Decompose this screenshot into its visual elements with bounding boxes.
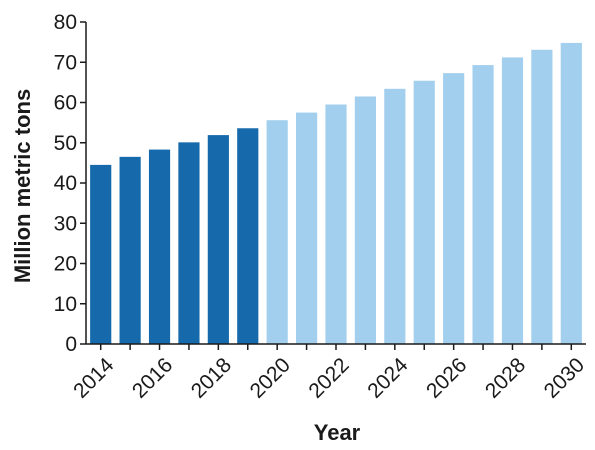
bar-2030 xyxy=(560,42,582,345)
x-tick-label-2016: 2016 xyxy=(128,353,177,402)
x-axis-title: Year xyxy=(314,420,361,445)
bar-2015 xyxy=(119,156,141,344)
x-tick-label-2030: 2030 xyxy=(540,353,589,402)
bar-2017 xyxy=(178,142,200,344)
bar-2025 xyxy=(413,80,435,344)
bar-2028 xyxy=(501,57,524,345)
x-tick-label-2014: 2014 xyxy=(69,353,119,403)
bar-2018 xyxy=(207,135,229,344)
y-tick-label: 0 xyxy=(65,333,77,356)
x-tick-label-2022: 2022 xyxy=(304,353,353,402)
bar-2027 xyxy=(472,65,494,344)
x-tick-label-2026: 2026 xyxy=(422,353,471,402)
y-tick-label: 80 xyxy=(54,11,77,34)
y-axis-title: Million metric tons xyxy=(10,89,35,283)
x-tick-label-2020: 2020 xyxy=(246,353,295,402)
bar-2019 xyxy=(237,128,259,344)
bar-2020 xyxy=(266,120,288,345)
y-tick-label: 40 xyxy=(54,172,77,195)
bar-2026 xyxy=(443,73,465,345)
bar-2024 xyxy=(384,88,406,344)
x-axis-ticks: 2014 2016 2018 2020 2022 2024 2026 2028 2030 xyxy=(69,344,589,403)
y-axis-ticks: 0 10 20 30 40 50 60 70 80 xyxy=(54,11,86,356)
bars-group xyxy=(90,42,582,345)
y-tick-label: 30 xyxy=(54,212,77,235)
y-tick-label: 70 xyxy=(54,51,77,74)
bar-2016 xyxy=(148,149,171,344)
y-tick-label: 20 xyxy=(54,253,77,276)
bar-2014 xyxy=(90,164,112,344)
bar-2021 xyxy=(296,112,318,344)
y-tick-label: 10 xyxy=(54,293,77,316)
bar-2022 xyxy=(325,104,347,344)
y-tick-label: 60 xyxy=(54,92,77,115)
y-tick-label: 50 xyxy=(54,132,77,155)
bar-2023 xyxy=(354,96,376,345)
x-tick-label-2028: 2028 xyxy=(481,353,530,402)
x-tick-label-2024: 2024 xyxy=(363,353,413,403)
x-tick-label-2018: 2018 xyxy=(187,353,236,402)
bar-2029 xyxy=(531,49,553,345)
